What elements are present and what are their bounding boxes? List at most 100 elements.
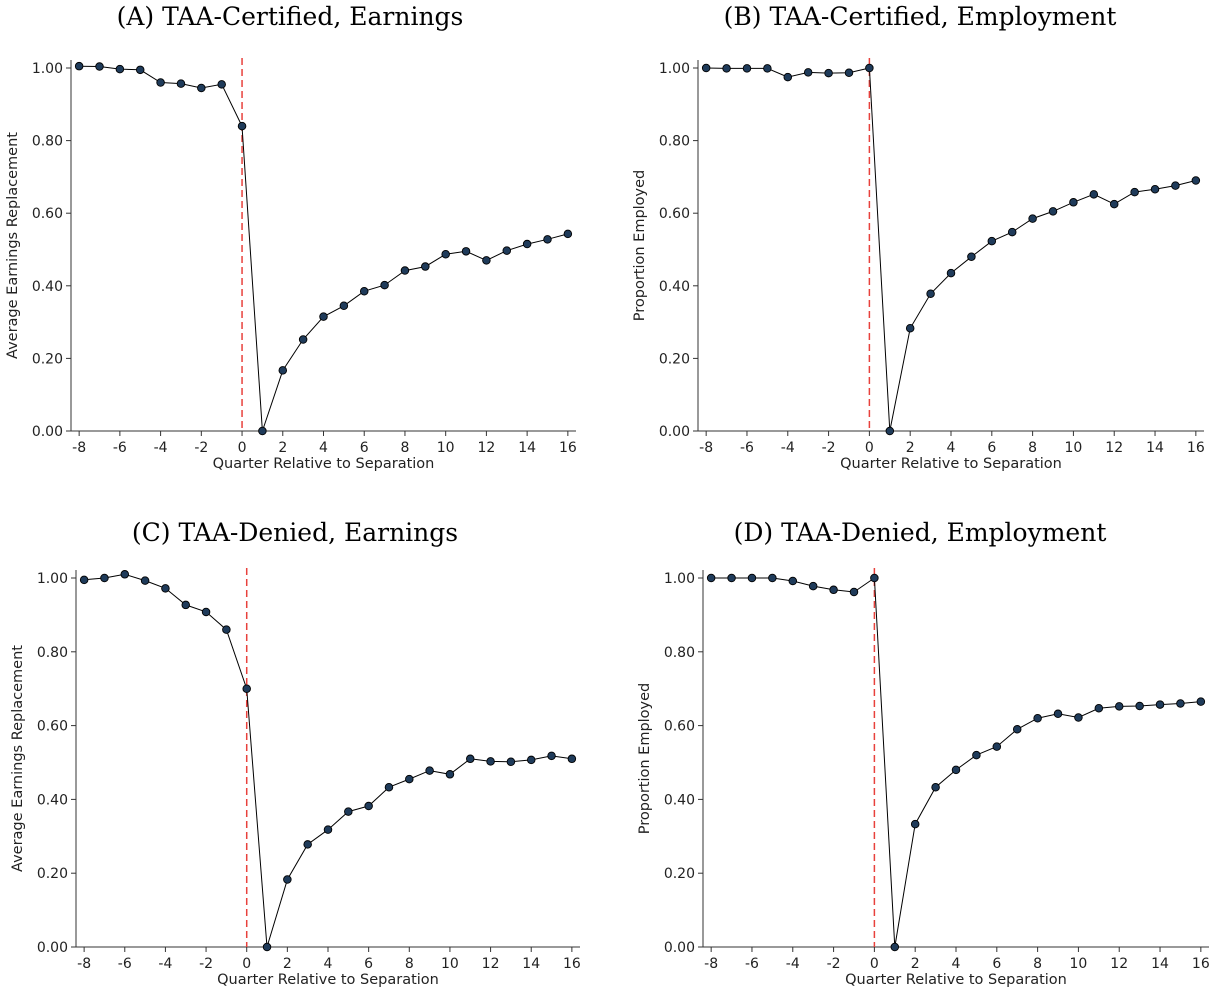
x-tick-label: 6 <box>360 440 369 456</box>
data-point <box>258 426 267 436</box>
data-point <box>100 573 109 583</box>
x-tick-label: 0 <box>865 440 874 456</box>
x-tick-label: 12 <box>1110 956 1128 972</box>
data-point <box>1048 207 1058 216</box>
x-tick-label: -8 <box>77 956 91 972</box>
y-tick-label: 0.60 <box>664 719 695 735</box>
data-point <box>323 825 333 834</box>
data-point <box>79 575 89 585</box>
x-tick-label: -4 <box>158 956 172 972</box>
data-point <box>201 607 211 617</box>
y-axis-label: Proportion Employed <box>637 683 653 835</box>
x-tick-label: 6 <box>364 956 373 972</box>
x-tick-label: -6 <box>740 440 754 456</box>
data-point <box>506 757 516 767</box>
data-point <box>1074 713 1083 722</box>
x-tick-label: 4 <box>319 440 328 456</box>
data-point <box>319 312 328 321</box>
x-tick-label: 16 <box>559 440 577 456</box>
x-tick-label: 6 <box>987 440 996 456</box>
y-tick-label: 0.80 <box>32 134 63 150</box>
data-point <box>1135 701 1144 711</box>
data-point <box>946 268 956 278</box>
x-tick-label: 14 <box>1146 440 1164 456</box>
data-point <box>567 754 577 764</box>
x-tick-label: -2 <box>827 956 841 972</box>
x-tick-label: -6 <box>113 440 127 456</box>
data-point <box>217 80 226 89</box>
y-tick-label: 0.80 <box>664 645 695 661</box>
y-tick-label: 0.40 <box>37 792 68 808</box>
data-point <box>120 570 130 579</box>
data-point <box>849 587 859 597</box>
data-point <box>384 782 394 792</box>
y-tick-label: 0.20 <box>659 351 690 367</box>
x-tick-label: 0 <box>870 956 879 972</box>
data-point <box>931 782 940 792</box>
x-axis-label: Quarter Relative to Separation <box>213 456 435 472</box>
y-tick-label: 1.00 <box>659 61 690 77</box>
x-tick-label: 10 <box>1065 440 1083 456</box>
x-tick-label: -4 <box>786 956 800 972</box>
panel-d: (D) TAA-Denied, Employment 0.00 0.20 0.40 0… <box>610 510 1220 992</box>
x-tick-label: -8 <box>72 440 86 456</box>
data-point <box>445 770 455 779</box>
y-tick-label: 0.60 <box>659 206 690 222</box>
data-point <box>951 765 961 775</box>
data-point <box>115 64 125 74</box>
data-point <box>1069 198 1078 207</box>
x-tick-label: -6 <box>745 956 759 972</box>
x-tick-label: 10 <box>437 440 455 456</box>
data-point <box>1150 184 1160 194</box>
x-tick-label: 6 <box>992 956 1001 972</box>
data-point <box>870 573 879 583</box>
data-point <box>1028 214 1037 223</box>
x-tick-label: -4 <box>781 440 795 456</box>
y-tick-label: 0.60 <box>32 206 63 222</box>
x-tick-label: 12 <box>1105 440 1123 456</box>
panel-c: (C) TAA-Denied, Earnings 0.00 0.20 0.40 0.6… <box>0 510 610 992</box>
x-tick-label: -6 <box>118 956 132 972</box>
x-tick-label: 4 <box>324 956 333 972</box>
y-tick-label: 0.20 <box>37 866 68 882</box>
data-point <box>1196 697 1206 706</box>
data-point <box>405 774 414 784</box>
data-point <box>298 335 308 344</box>
y-tick-label: 0.20 <box>32 351 63 367</box>
data-point <box>763 64 772 73</box>
data-point <box>905 324 915 333</box>
y-axis-label: Average Earnings Replacement <box>5 132 21 359</box>
chart-a: 0.00 0.20 0.40 0.60 0.80 1.00 -8 -6 -4 -2 0 2 4 6 8 10 1… <box>5 58 577 472</box>
data-point <box>1089 190 1099 199</box>
data-point <box>242 684 251 693</box>
panel-title: (B) TAA-Certified, Employment <box>723 2 1117 31</box>
data-point <box>543 235 552 244</box>
y-tick-label: 0.40 <box>659 279 690 295</box>
data-point <box>926 289 935 299</box>
y-tick-label: 0.00 <box>32 424 63 440</box>
data-point <box>547 751 556 761</box>
data-point <box>400 266 410 275</box>
x-tick-label: -2 <box>199 956 213 972</box>
data-point <box>967 252 976 262</box>
data-point <box>359 286 369 296</box>
data-point <box>283 875 292 884</box>
x-tick-label: 14 <box>1151 956 1169 972</box>
data-point <box>803 68 813 77</box>
data-point <box>380 280 389 290</box>
panel-title: (A) TAA-Certified, Earnings <box>116 2 464 31</box>
data-point <box>865 63 874 73</box>
x-tick-label: 2 <box>283 956 292 972</box>
data-point <box>482 256 491 265</box>
data-point <box>727 573 736 583</box>
data-point <box>364 801 373 811</box>
panel-a: (A) TAA-Certified, Earnings 0.00 0.20 0.40… <box>0 0 610 480</box>
y-tick-label: 1.00 <box>32 61 63 77</box>
data-point <box>156 78 165 87</box>
data-point <box>262 942 272 952</box>
y-tick-label: 0.00 <box>37 940 68 956</box>
data-point <box>303 840 312 849</box>
data-point <box>339 301 349 311</box>
x-tick-label: 2 <box>911 956 920 972</box>
x-tick-label: 14 <box>518 440 536 456</box>
